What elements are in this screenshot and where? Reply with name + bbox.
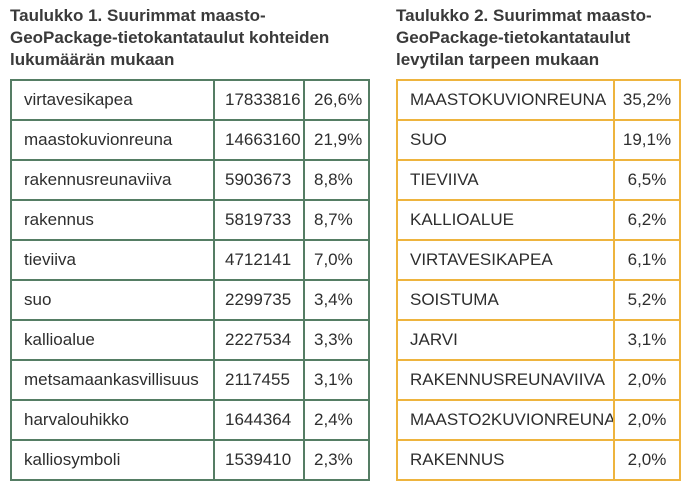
table-cell-name: RAKENNUSREUNAVIIVA xyxy=(396,359,615,402)
table1: virtavesikapea 17833816 26,6% maastokuvi… xyxy=(10,79,370,482)
table2-section: Taulukko 2. Suurimmat maasto-GeoPackage-… xyxy=(396,5,681,482)
table-cell-pct: 3,1% xyxy=(303,359,370,402)
table-cell-pct: 7,0% xyxy=(303,239,370,282)
table-row: RAKENNUSREUNAVIIVA 2,0% xyxy=(396,359,681,402)
table-cell-pct: 35,2% xyxy=(613,79,681,122)
table-cell-name: rakennusreunaviiva xyxy=(10,159,215,202)
table-cell-pct: 8,7% xyxy=(303,199,370,242)
table-cell-pct: 2,3% xyxy=(303,439,370,482)
table-cell-pct: 3,1% xyxy=(613,319,681,362)
table-row: harvalouhikko 1644364 2,4% xyxy=(10,399,370,442)
table-cell-pct: 21,9% xyxy=(303,119,370,162)
table-row: kallioalue 2227534 3,3% xyxy=(10,319,370,362)
table-cell-pct: 2,4% xyxy=(303,399,370,442)
table-row: SUO 19,1% xyxy=(396,119,681,162)
table-cell-pct: 5,2% xyxy=(613,279,681,322)
table-cell-pct: 3,4% xyxy=(303,279,370,322)
table-row: KALLIOALUE 6,2% xyxy=(396,199,681,242)
table-cell-pct: 3,3% xyxy=(303,319,370,362)
table-cell-name: SOISTUMA xyxy=(396,279,615,322)
table-cell-count: 5903673 xyxy=(213,159,305,202)
table2-title: Taulukko 2. Suurimmat maasto-GeoPackage-… xyxy=(396,6,652,70)
table-cell-name: virtavesikapea xyxy=(10,79,215,122)
table-row: metsamaankasvillisuus 2117455 3,1% xyxy=(10,359,370,402)
table-cell-name: suo xyxy=(10,279,215,322)
table-row: JARVI 3,1% xyxy=(396,319,681,362)
table-row: rakennusreunaviiva 5903673 8,8% xyxy=(10,159,370,202)
table-cell-count: 2117455 xyxy=(213,359,305,402)
table-row: MAASTOKUVIONREUNA 35,2% xyxy=(396,79,681,122)
table-cell-pct: 19,1% xyxy=(613,119,681,162)
table-row: suo 2299735 3,4% xyxy=(10,279,370,322)
table-cell-count: 17833816 xyxy=(213,79,305,122)
table-cell-count: 14663160 xyxy=(213,119,305,162)
table-cell-count: 4712141 xyxy=(213,239,305,282)
table-cell-name: kallioalue xyxy=(10,319,215,362)
table-row: maastokuvionreuna 14663160 21,9% xyxy=(10,119,370,162)
table-row: TIEVIIVA 6,5% xyxy=(396,159,681,202)
table-row: rakennus 5819733 8,7% xyxy=(10,199,370,242)
table2: MAASTOKUVIONREUNA 35,2% SUO 19,1% TIEVII… xyxy=(396,79,681,482)
table-cell-name: metsamaankasvillisuus xyxy=(10,359,215,402)
table-row: VIRTAVESIKAPEA 6,1% xyxy=(396,239,681,282)
table-cell-count: 1539410 xyxy=(213,439,305,482)
table-cell-count: 2227534 xyxy=(213,319,305,362)
table-row: kalliosymboli 1539410 2,3% xyxy=(10,439,370,482)
table-cell-name: tieviiva xyxy=(10,239,215,282)
table-cell-count: 2299735 xyxy=(213,279,305,322)
table-cell-name: RAKENNUS xyxy=(396,439,615,482)
table-cell-name: SUO xyxy=(396,119,615,162)
table-cell-name: KALLIOALUE xyxy=(396,199,615,242)
table-cell-name: JARVI xyxy=(396,319,615,362)
table-cell-name: VIRTAVESIKAPEA xyxy=(396,239,615,282)
table-cell-name: harvalouhikko xyxy=(10,399,215,442)
table1-title: Taulukko 1. Suurimmat maasto-GeoPackage-… xyxy=(10,6,330,70)
table-cell-pct: 2,0% xyxy=(613,399,681,442)
table-cell-name: MAASTOKUVIONREUNA xyxy=(396,79,615,122)
table-cell-pct: 8,8% xyxy=(303,159,370,202)
table-cell-pct: 2,0% xyxy=(613,359,681,402)
table-row: virtavesikapea 17833816 26,6% xyxy=(10,79,370,122)
table-cell-pct: 6,1% xyxy=(613,239,681,282)
table-cell-name: rakennus xyxy=(10,199,215,242)
table-cell-pct: 26,6% xyxy=(303,79,370,122)
table-cell-count: 1644364 xyxy=(213,399,305,442)
table1-section: Taulukko 1. Suurimmat maasto-GeoPackage-… xyxy=(10,5,370,482)
table-cell-pct: 6,2% xyxy=(613,199,681,242)
table-row: tieviiva 4712141 7,0% xyxy=(10,239,370,282)
table-cell-pct: 6,5% xyxy=(613,159,681,202)
table-cell-name: maastokuvionreuna xyxy=(10,119,215,162)
table-cell-name: MAASTO2KUVIONREUNA xyxy=(396,399,615,442)
table-cell-name: kalliosymboli xyxy=(10,439,215,482)
table-row: RAKENNUS 2,0% xyxy=(396,439,681,482)
table-row: MAASTO2KUVIONREUNA 2,0% xyxy=(396,399,681,442)
table-cell-name: TIEVIIVA xyxy=(396,159,615,202)
table-cell-pct: 2,0% xyxy=(613,439,681,482)
table-cell-count: 5819733 xyxy=(213,199,305,242)
table-row: SOISTUMA 5,2% xyxy=(396,279,681,322)
